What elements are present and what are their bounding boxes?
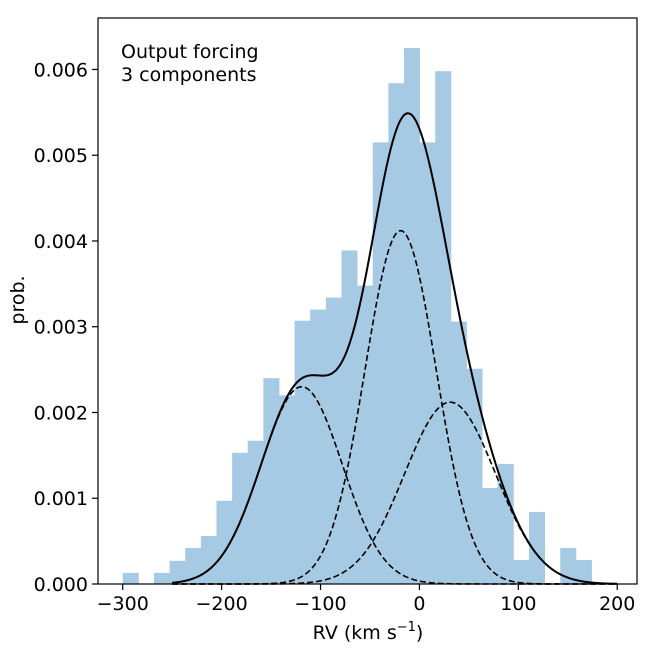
histogram-bar — [513, 559, 530, 584]
histogram-bar — [122, 572, 139, 584]
y-tick-label: 0.002 — [34, 402, 88, 424]
x-tick-label: 0 — [413, 593, 425, 615]
y-tick-label: 0.004 — [34, 231, 88, 253]
histogram-bar — [497, 463, 514, 584]
histogram-bar — [388, 83, 405, 585]
histogram-bar — [216, 500, 233, 584]
histogram-bar — [153, 572, 171, 584]
y-axis-label: prob. — [7, 275, 29, 324]
histogram-bar — [278, 395, 296, 584]
histogram-bar — [200, 535, 217, 584]
annotation-line-1: Output forcing — [121, 41, 259, 63]
histogram-bar — [466, 368, 483, 584]
x-tick-label: 100 — [500, 593, 536, 615]
y-tick-label: 0.003 — [34, 317, 88, 339]
y-tick-label: 0.001 — [34, 488, 88, 510]
x-tick-label: −200 — [196, 593, 248, 615]
histogram-bar — [450, 321, 467, 584]
plot-area — [122, 48, 618, 585]
x-ticks: −300 −200 −100 0 100 200 — [97, 584, 635, 615]
histogram-bar — [575, 559, 592, 584]
histogram-bar — [529, 511, 546, 584]
histogram-bar — [232, 452, 249, 584]
histogram-bar — [419, 142, 436, 584]
y-tick-label: 0.006 — [34, 59, 88, 81]
x-tick-label: −100 — [294, 593, 346, 615]
histogram-bar — [372, 142, 389, 584]
x-axis-label: RV (km s−1) — [313, 620, 424, 644]
histogram-bar — [169, 560, 186, 584]
axes-frame — [97, 17, 638, 585]
histogram-bar — [247, 440, 264, 584]
histogram-bar — [294, 320, 311, 584]
histogram-bar — [403, 48, 421, 585]
x-tick-label: −300 — [97, 593, 149, 615]
histogram-bar — [435, 71, 452, 585]
histogram-bar — [560, 547, 577, 584]
x-tick-label: 200 — [599, 593, 635, 615]
y-tick-label: 0.000 — [34, 574, 88, 596]
histogram-bar — [185, 547, 202, 584]
histogram-bar — [482, 487, 499, 584]
histogram-bar — [310, 309, 327, 584]
y-ticks: 0.000 0.001 0.002 0.003 0.004 0.005 0.006 — [34, 59, 98, 596]
histogram-bar — [263, 378, 280, 584]
histogram-bar — [341, 250, 358, 585]
y-tick-label: 0.005 — [34, 145, 88, 167]
component-curve-1 — [172, 385, 618, 585]
annotation-line-2: 3 components — [121, 64, 257, 86]
histogram-bar — [357, 285, 374, 584]
histogram-bars — [122, 48, 592, 585]
